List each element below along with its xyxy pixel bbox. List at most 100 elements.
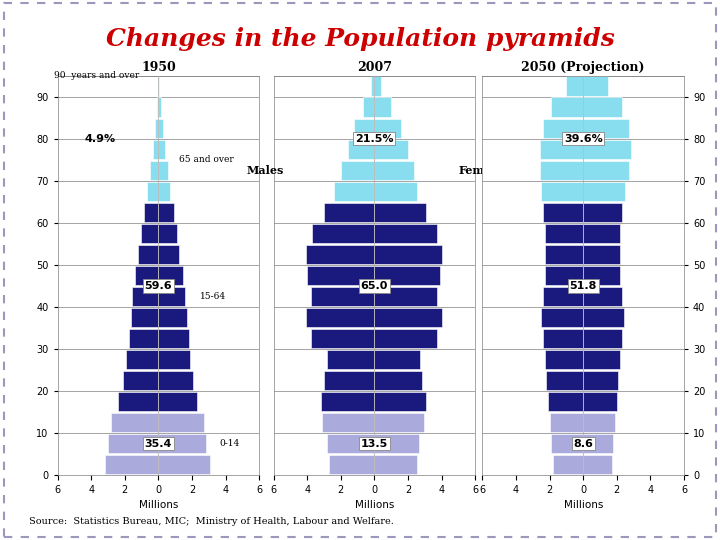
Title: 1950: 1950 xyxy=(141,62,176,75)
Bar xyxy=(158,413,204,433)
Bar xyxy=(583,392,617,411)
Bar xyxy=(374,413,424,433)
Text: 51.8: 51.8 xyxy=(570,281,597,291)
Bar xyxy=(329,455,374,474)
Text: 21.5%: 21.5% xyxy=(355,134,394,144)
Bar xyxy=(374,98,391,117)
Bar xyxy=(374,455,418,474)
Bar xyxy=(158,181,171,201)
Bar xyxy=(552,98,583,117)
Bar xyxy=(158,139,166,159)
Bar xyxy=(374,160,414,180)
Bar xyxy=(539,160,583,180)
Bar xyxy=(112,413,158,433)
Bar xyxy=(543,202,583,222)
Text: 8.6: 8.6 xyxy=(573,438,593,449)
Bar xyxy=(374,245,441,264)
Bar xyxy=(348,139,374,159)
X-axis label: Millions: Millions xyxy=(355,501,394,510)
Bar xyxy=(372,77,374,96)
Bar xyxy=(158,202,174,222)
Text: 4.9%: 4.9% xyxy=(84,134,115,144)
Bar xyxy=(544,245,583,264)
Text: Changes in the Population pyramids: Changes in the Population pyramids xyxy=(106,27,614,51)
Bar xyxy=(158,392,197,411)
Bar xyxy=(374,181,418,201)
Text: 35.4: 35.4 xyxy=(145,438,172,449)
Text: 0-14: 0-14 xyxy=(219,439,239,448)
Text: 59.6: 59.6 xyxy=(145,281,172,291)
Text: 65.0: 65.0 xyxy=(361,281,388,291)
Bar xyxy=(324,202,374,222)
Bar xyxy=(548,392,583,411)
Bar xyxy=(144,202,158,222)
Text: 13.5: 13.5 xyxy=(361,438,388,449)
Bar xyxy=(544,224,583,243)
Bar xyxy=(583,245,620,264)
Bar xyxy=(583,160,629,180)
Bar xyxy=(583,181,625,201)
Title: 2007: 2007 xyxy=(357,62,392,75)
Bar xyxy=(158,350,190,369)
Text: Males: Males xyxy=(246,165,284,176)
Bar xyxy=(104,455,158,474)
Bar xyxy=(567,77,583,96)
Bar xyxy=(543,118,583,138)
Text: 90  years and over: 90 years and over xyxy=(54,71,140,80)
Bar xyxy=(328,434,374,453)
Bar xyxy=(583,98,622,117)
Bar xyxy=(153,139,158,159)
Bar xyxy=(374,224,438,243)
X-axis label: Millions: Millions xyxy=(564,501,603,510)
Bar xyxy=(324,371,374,390)
Bar xyxy=(131,308,158,327)
Title: 2050 (Projection): 2050 (Projection) xyxy=(521,62,645,75)
Bar xyxy=(583,413,615,433)
Bar xyxy=(158,308,187,327)
Bar xyxy=(544,266,583,285)
Bar xyxy=(129,329,158,348)
Bar xyxy=(374,202,426,222)
Bar xyxy=(543,287,583,306)
Bar xyxy=(544,350,583,369)
Bar xyxy=(374,287,436,306)
Bar xyxy=(155,118,158,138)
Bar xyxy=(108,434,158,453)
Bar xyxy=(583,455,612,474)
Bar xyxy=(138,245,158,264)
Bar xyxy=(374,434,419,453)
Bar xyxy=(583,224,620,243)
Bar xyxy=(539,139,583,159)
Bar xyxy=(341,160,374,180)
Bar xyxy=(158,329,189,348)
Bar xyxy=(583,287,622,306)
Bar xyxy=(583,118,629,138)
Bar xyxy=(132,287,158,306)
Bar xyxy=(374,266,440,285)
Bar xyxy=(310,287,374,306)
Bar xyxy=(546,371,583,390)
Bar xyxy=(583,266,620,285)
Bar xyxy=(543,329,583,348)
Bar xyxy=(583,329,622,348)
Bar xyxy=(583,434,613,453)
Bar xyxy=(307,266,374,285)
Bar xyxy=(158,160,168,180)
Bar xyxy=(583,77,608,96)
Bar xyxy=(148,181,158,201)
Bar xyxy=(123,371,158,390)
Bar xyxy=(583,350,620,369)
Bar xyxy=(354,118,374,138)
Bar xyxy=(150,160,158,180)
Bar xyxy=(158,434,207,453)
Text: 15-64: 15-64 xyxy=(200,292,227,301)
Bar xyxy=(552,434,583,453)
Bar xyxy=(583,202,622,222)
Bar xyxy=(374,308,441,327)
Text: Source:  Statistics Bureau, MIC;  Ministry of Health, Labour and Welfare.: Source: Statistics Bureau, MIC; Ministry… xyxy=(29,517,394,526)
Text: 39.6%: 39.6% xyxy=(564,134,603,144)
Bar xyxy=(118,392,158,411)
X-axis label: Millions: Millions xyxy=(139,501,178,510)
Bar xyxy=(549,413,583,433)
Bar xyxy=(323,413,374,433)
